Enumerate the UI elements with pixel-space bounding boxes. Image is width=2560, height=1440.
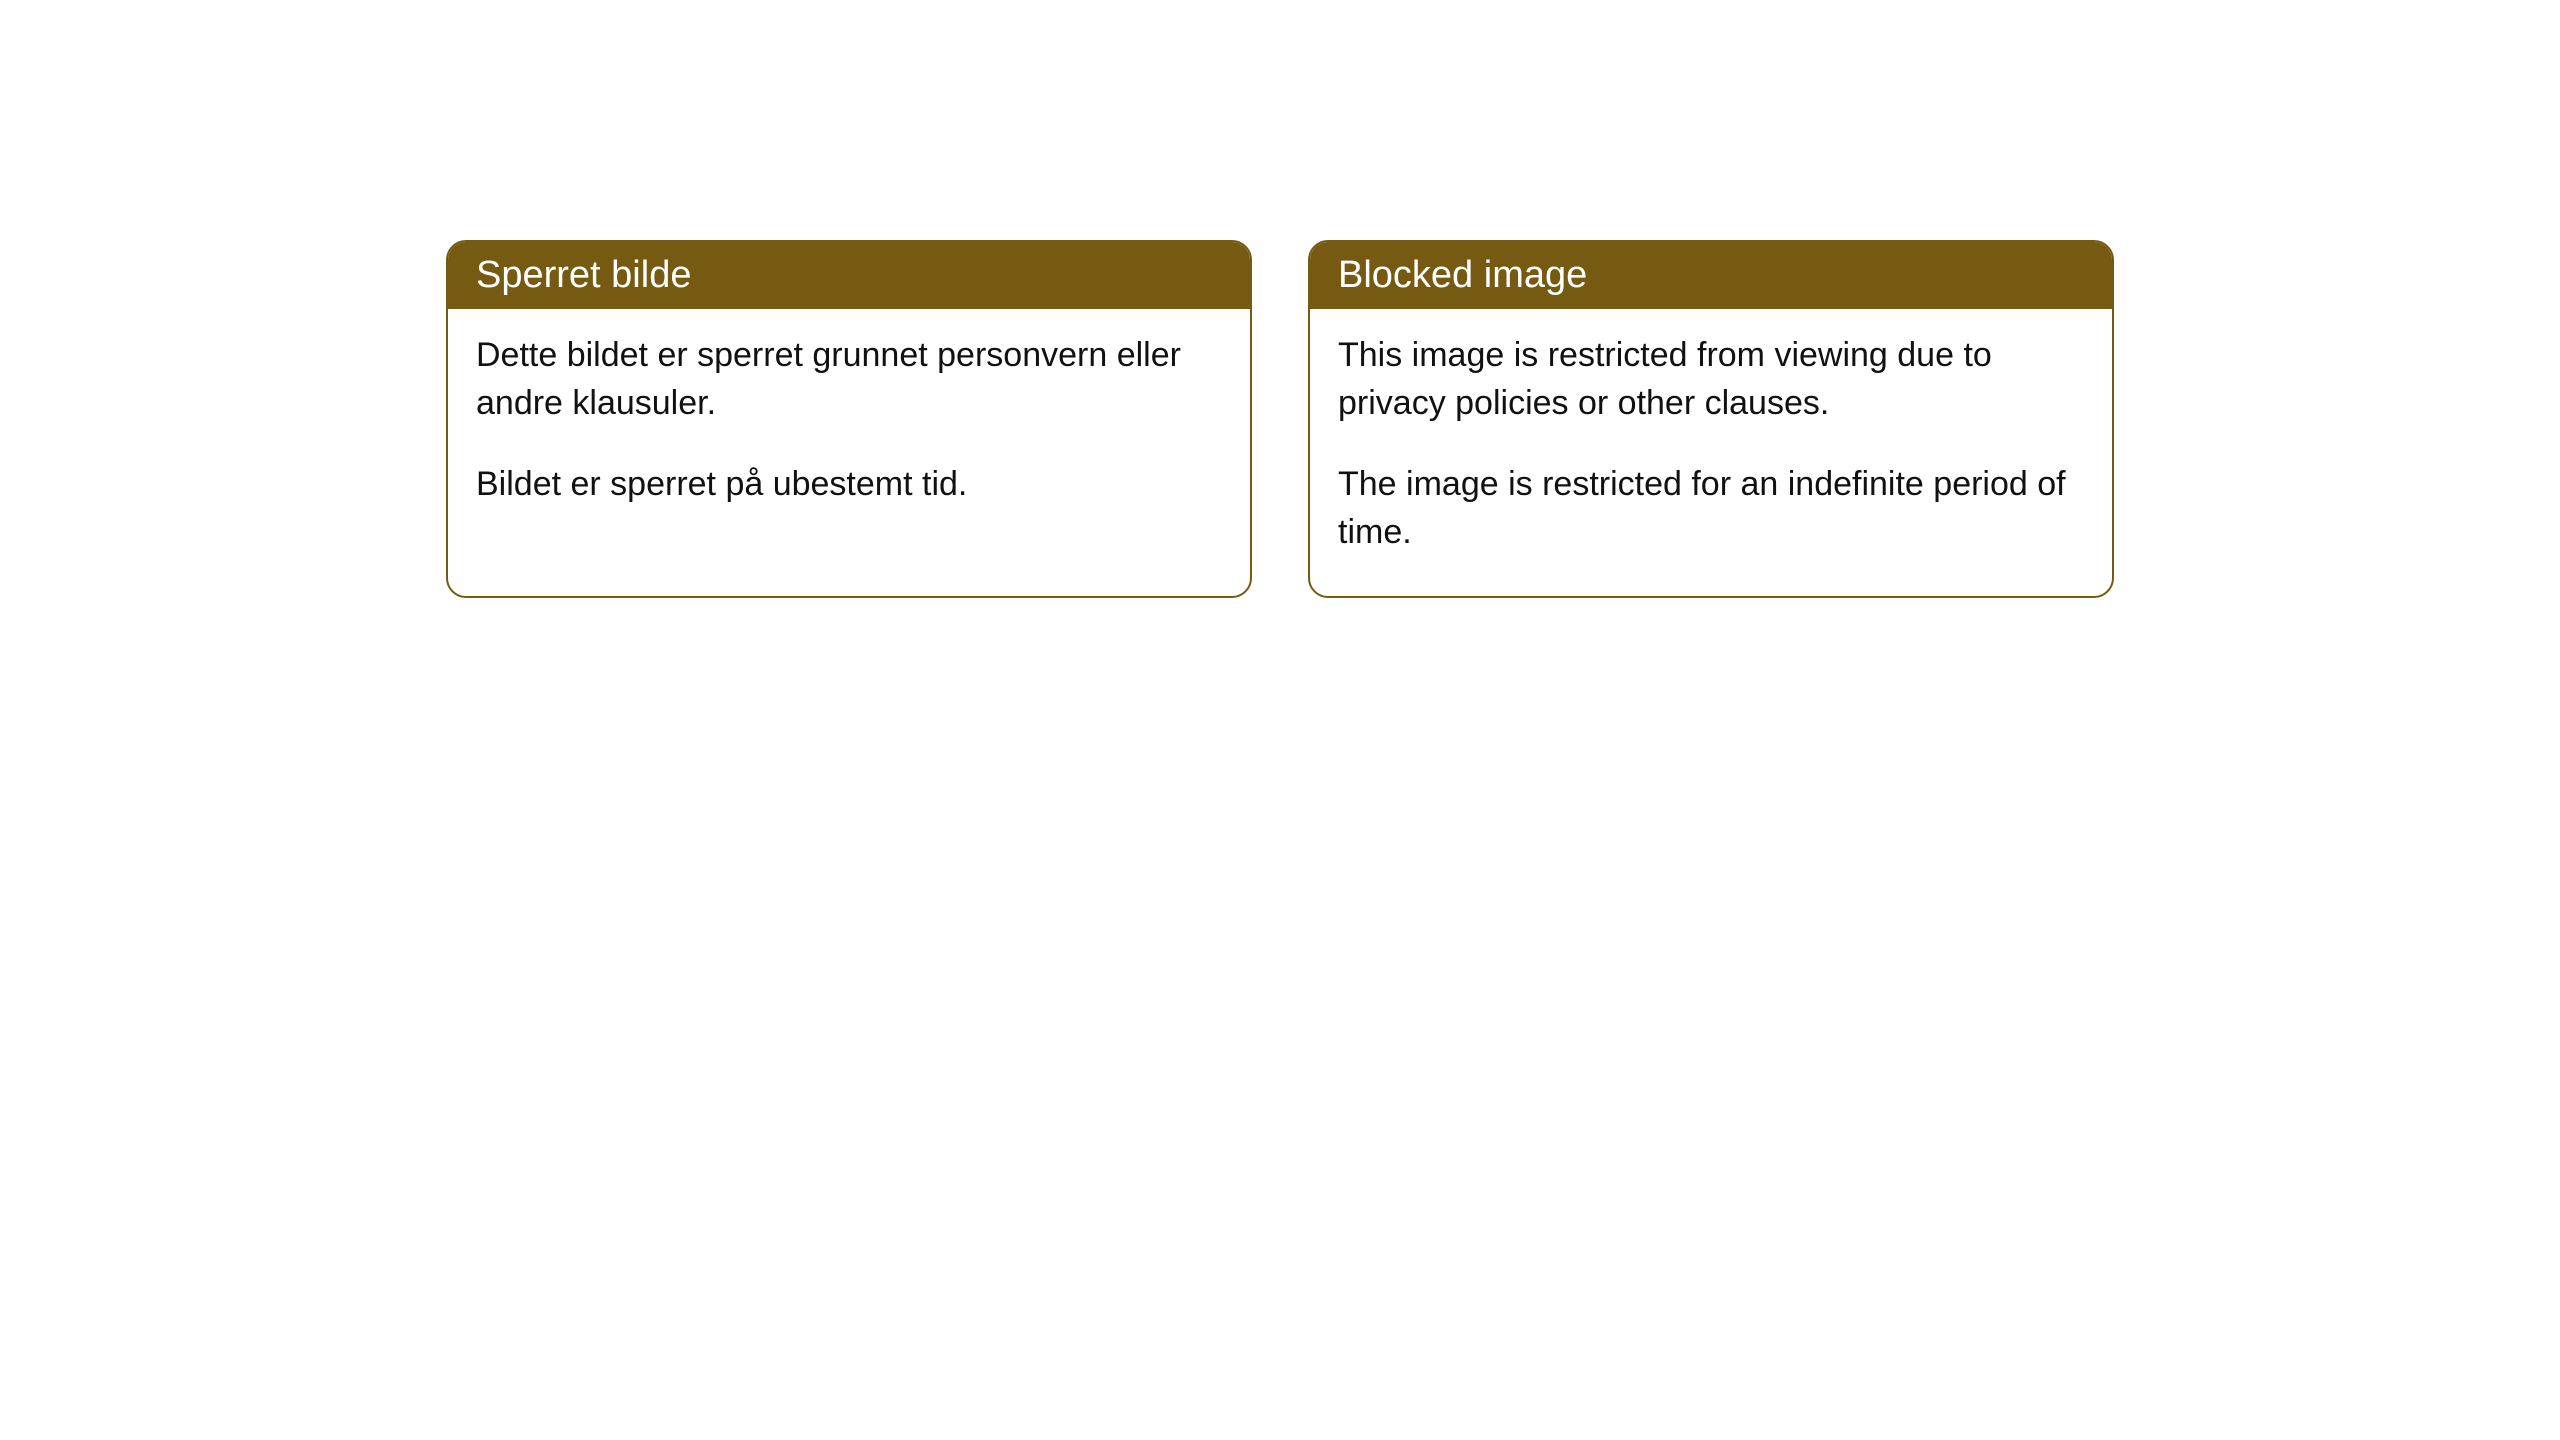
notice-card-english: Blocked image This image is restricted f… bbox=[1308, 240, 2114, 598]
notice-body: Dette bildet er sperret grunnet personve… bbox=[448, 309, 1250, 548]
notice-header: Blocked image bbox=[1310, 242, 2112, 309]
notice-card-norwegian: Sperret bilde Dette bildet er sperret gr… bbox=[446, 240, 1252, 598]
notice-body: This image is restricted from viewing du… bbox=[1310, 309, 2112, 596]
notice-paragraph: Bildet er sperret på ubestemt tid. bbox=[476, 460, 1222, 508]
notice-title: Blocked image bbox=[1338, 254, 1587, 296]
notice-container: Sperret bilde Dette bildet er sperret gr… bbox=[446, 240, 2114, 598]
notice-paragraph: The image is restricted for an indefinit… bbox=[1338, 460, 2084, 557]
notice-paragraph: Dette bildet er sperret grunnet personve… bbox=[476, 331, 1222, 428]
notice-header: Sperret bilde bbox=[448, 242, 1250, 309]
notice-title: Sperret bilde bbox=[476, 254, 691, 296]
notice-paragraph: This image is restricted from viewing du… bbox=[1338, 331, 2084, 428]
